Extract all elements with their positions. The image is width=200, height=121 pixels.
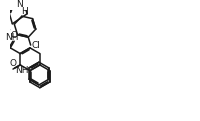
Text: O: O (9, 59, 16, 68)
Text: NH: NH (5, 33, 19, 42)
Text: Cl: Cl (31, 41, 40, 50)
Text: H: H (21, 7, 27, 15)
Text: N: N (16, 0, 23, 9)
Text: NH: NH (16, 66, 29, 75)
Text: O: O (11, 31, 18, 40)
